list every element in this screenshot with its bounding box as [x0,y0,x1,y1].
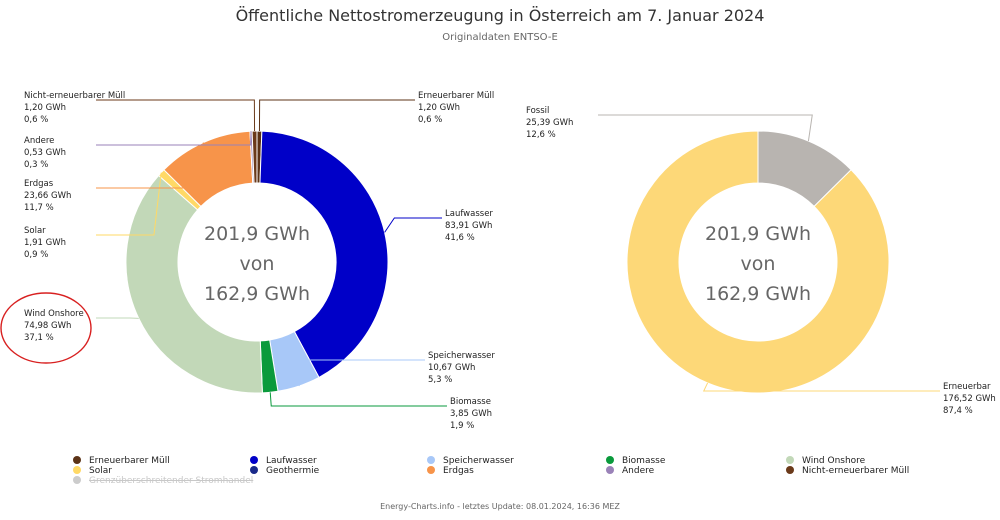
connector-fossil [598,114,813,142]
legend-item-wind-onshore[interactable]: Wind Onshore [786,456,865,466]
connector-andere [96,131,252,146]
data-label-erneuerbarer-muell-name: Erneuerbarer Müll [418,91,494,101]
connector-laufwasser [384,217,442,233]
data-label-speicherwasser-value: 10,67 GWh [428,363,475,373]
legend-label: Speicherwasser [443,456,514,466]
connector-solar [96,172,162,236]
data-label-speicherwasser-name: Speicherwasser [428,351,495,361]
connector-nicht-erneuerbarer-muell [96,99,256,132]
legend-label: Grenzüberschreitender Stromhandel [89,476,254,486]
data-label-erdgas-percent: 11,7 % [24,203,54,213]
data-label-speicherwasser-percent: 5,3 % [428,375,452,385]
data-label-andere-name: Andere [24,136,54,146]
donut-chart-2: Fossil 25,39 GWh 12,6 % Erneuerbar 176,52 GW… [526,106,996,416]
legend-item-andere[interactable]: Andere [606,466,654,476]
legend-marker [786,456,794,464]
legend-marker [606,466,614,474]
legend-item-biomasse[interactable]: Biomasse [606,456,665,466]
data-label-biomasse-percent: 1,9 % [450,421,474,431]
legend-label: Wind Onshore [802,456,866,466]
data-label-solar-value: 1,91 GWh [24,238,66,248]
connector-erdgas [96,142,204,189]
legend-label: Laufwasser [266,456,317,466]
highlight-circle [0,292,92,364]
footer-update-info: Energy-Charts.info - letztes Update: 08.… [380,502,620,511]
data-label-laufwasser-percent: 41,6 % [445,233,475,243]
slice-erneuerbar[interactable] [626,130,890,394]
data-label-erneuerbarer-muell-value: 1,20 GWh [418,103,460,113]
data-label-erdgas-name: Erdgas [24,179,54,189]
center-label-3: 162,9 GWh [204,283,310,305]
center-label-2: von [240,253,275,275]
legend-label: Erneuerbarer Müll [89,456,170,466]
legend-item-erneuerbarer-muell[interactable]: Erneuerbarer Müll [73,456,170,466]
center-label-2: von [741,253,776,275]
legend-marker [427,466,435,474]
data-label-andere-value: 0,53 GWh [24,148,66,158]
center-label-1: 201,9 GWh [705,223,811,245]
legend-item-nicht-erneuerbarer-muell[interactable]: Nicht-erneuerbarer Müll [786,466,909,476]
data-label-wind-onshore-percent: 37,1 % [24,333,54,343]
data-label-laufwasser-name: Laufwasser [445,209,493,219]
legend-label: Erdgas [443,466,474,476]
legend-item-erdgas[interactable]: Erdgas [427,466,474,476]
data-label-wind-onshore-value: 74,98 GWh [24,321,71,331]
legend-label: Solar [89,466,112,476]
legend-marker [786,466,794,474]
slice-wind-onshore[interactable] [125,174,263,394]
data-label-fossil-percent: 12,6 % [526,130,556,140]
data-label-nicht-erneuerbarer-muell-value: 1,20 GWh [24,103,66,113]
data-label-nicht-erneuerbarer-muell-name: Nicht-erneuerbarer Müll [24,91,125,101]
data-label-erneuerbar-percent: 87,4 % [943,406,973,416]
slice-laufwasser[interactable] [259,130,389,379]
legend-item-grenzueberschreitender-stromhandel[interactable]: Grenzüberschreitender Stromhandel [73,476,253,486]
connector-biomasse [269,392,447,407]
data-label-erneuerbar-value: 176,52 GWh [943,394,996,404]
data-label-fossil-name: Fossil [526,106,549,116]
data-label-wind-onshore-name: Wind Onshore [24,309,84,319]
legend-marker [250,466,258,474]
legend-label: Andere [622,466,655,476]
data-label-andere-percent: 0,3 % [24,160,48,170]
data-label-biomasse-value: 3,85 GWh [450,409,492,419]
center-label-3: 162,9 GWh [705,283,811,305]
data-label-erneuerbarer-muell-percent: 0,6 % [418,115,442,125]
data-label-fossil-value: 25,39 GWh [526,118,573,128]
slice-nicht-erneuerbarer-muell[interactable] [251,130,258,184]
legend-marker [73,466,81,474]
data-label-erneuerbar-name: Erneuerbar [943,382,991,392]
data-label-erdgas-value: 23,66 GWh [24,191,71,201]
chart-subtitle: Originaldaten ENTSO-E [442,32,558,43]
data-label-solar-percent: 0,9 % [24,250,48,260]
legend-item-geothermie[interactable]: Geothermie [250,466,319,476]
legend-label: Biomasse [622,456,666,466]
data-label-solar-name: Solar [24,226,46,236]
data-label-biomasse-name: Biomasse [450,397,491,407]
legend-label: Geothermie [266,466,320,476]
connector-erneuerbarer-muell [258,99,415,132]
legend-item-solar[interactable]: Solar [73,466,112,476]
legend-item-laufwasser[interactable]: Laufwasser [250,456,317,466]
legend-marker [250,456,258,464]
legend-label: Nicht-erneuerbarer Müll [802,466,910,476]
legend-item-speicherwasser[interactable]: Speicherwasser [427,456,514,466]
center-label-1: 201,9 GWh [204,223,310,245]
chart-title: Öffentliche Nettostromerzeugung in Öster… [235,6,765,25]
legend-marker [73,456,81,464]
legend-marker [427,456,435,464]
data-label-laufwasser-value: 83,91 GWh [445,221,492,231]
connector-erneuerbar [702,382,940,392]
legend-marker [73,476,81,484]
data-label-nicht-erneuerbarer-muell-percent: 0,6 % [24,115,48,125]
legend-marker [606,456,614,464]
donut-chart-1: Erneuerbarer Müll 1,20 GWh 0,6 % Laufwasser… [0,91,495,431]
connector-speicherwasser [298,359,425,387]
